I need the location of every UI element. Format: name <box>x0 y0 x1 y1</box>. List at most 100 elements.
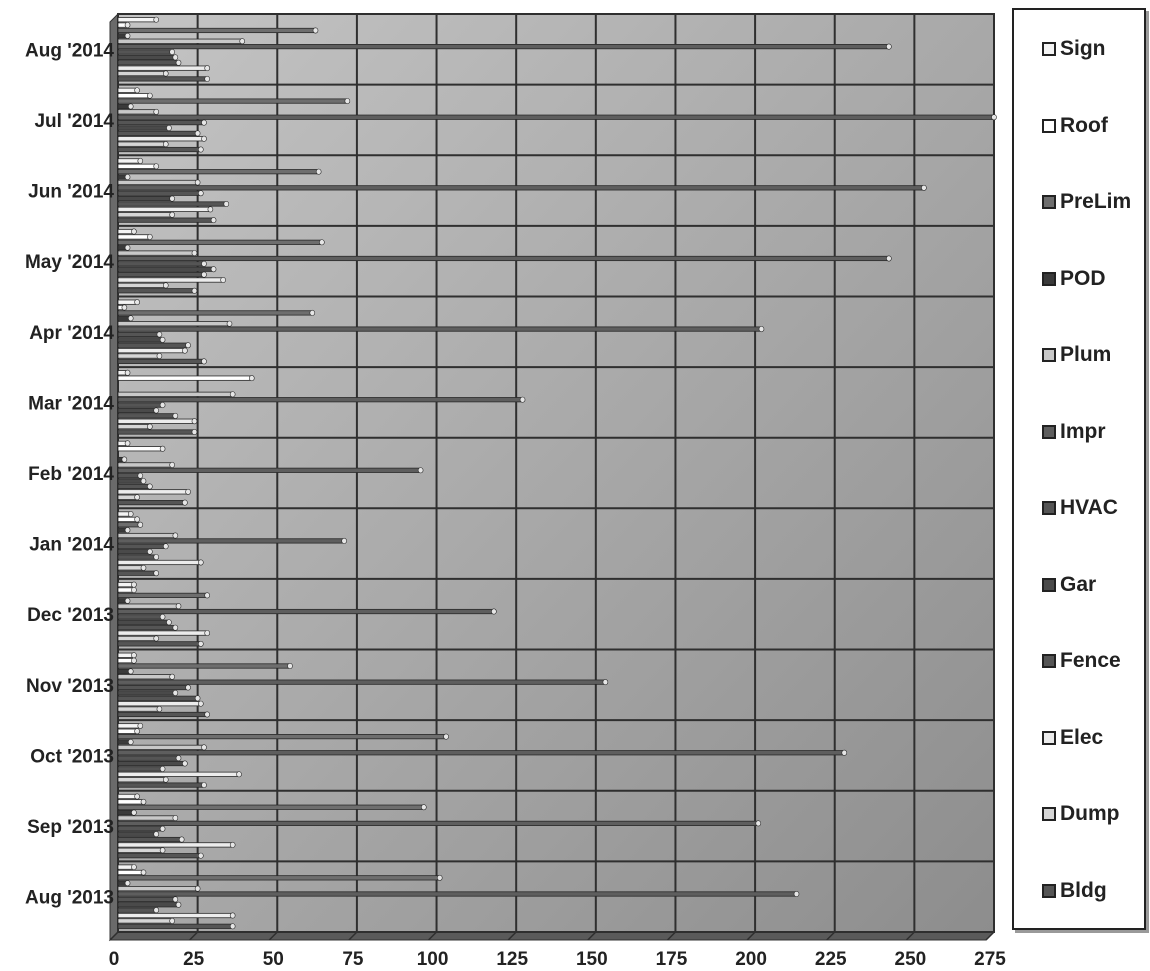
bar-cap <box>204 65 210 72</box>
bar <box>117 852 204 859</box>
legend-label: HVAC <box>1060 496 1118 519</box>
bar <box>117 195 175 202</box>
legend-item: Bldg <box>1042 876 1107 906</box>
bar-cap <box>194 885 201 892</box>
bar <box>117 776 169 783</box>
bar-body <box>117 429 195 435</box>
bar-cap <box>886 255 892 262</box>
y-tick-label: Nov '2013 <box>26 676 114 697</box>
bar <box>117 564 147 571</box>
bar <box>117 353 163 359</box>
bar-body <box>117 212 173 218</box>
bar-body <box>117 288 195 294</box>
bar-cap <box>198 190 204 197</box>
x-tick-label: 200 <box>735 949 767 970</box>
bar-cap <box>921 184 927 191</box>
bar <box>117 233 153 240</box>
bar-body <box>117 554 157 560</box>
bar-body <box>117 836 183 843</box>
bar <box>117 467 424 474</box>
bar <box>117 765 166 772</box>
x-tick-label: 75 <box>342 949 364 970</box>
bar-body <box>117 663 291 669</box>
bar-body <box>117 635 157 642</box>
bar-cap <box>124 597 131 604</box>
x-gridline-floor <box>826 931 836 941</box>
bar-body <box>117 446 163 452</box>
bar-cap <box>131 587 137 593</box>
bar <box>117 358 207 365</box>
bar <box>117 668 134 675</box>
bar <box>117 239 325 246</box>
bar-cap <box>159 765 166 772</box>
bar-cap <box>191 418 198 425</box>
x-gridline-floor <box>189 931 199 941</box>
x-tick-label: 175 <box>656 949 688 970</box>
bar-body <box>117 750 845 756</box>
bar-body <box>117 891 797 897</box>
bar-cap <box>198 700 204 707</box>
bar-cap <box>201 271 207 278</box>
bar <box>117 749 848 756</box>
bar-body <box>117 679 606 685</box>
bar-cap <box>156 331 163 338</box>
bar-body <box>117 54 176 60</box>
bar-body <box>117 65 208 71</box>
bar-body <box>117 217 214 223</box>
legend-item: Elec <box>1042 723 1103 753</box>
bar <box>117 755 182 762</box>
bar-body <box>117 630 208 636</box>
bar-body <box>117 98 348 104</box>
bar-body <box>117 337 163 343</box>
bar-cap <box>140 869 147 876</box>
bar-cap <box>162 776 169 783</box>
bar-cap <box>131 864 137 871</box>
bar-body <box>117 793 138 800</box>
bar-cap <box>204 75 210 82</box>
bar-cap <box>121 456 128 463</box>
bar-cap <box>134 516 140 523</box>
bar-body <box>117 565 144 571</box>
bar-body <box>117 831 157 837</box>
bar-cap <box>131 657 137 664</box>
bar-body <box>117 500 186 506</box>
bar-cap <box>204 592 210 599</box>
bar-body <box>117 239 323 245</box>
bar-cap <box>153 554 160 561</box>
bar <box>117 635 160 642</box>
bar-cap <box>134 494 140 501</box>
bar-cap <box>491 608 497 615</box>
bar-cap <box>162 282 169 289</box>
bar-cap <box>162 141 169 148</box>
y-tick-label: Jan '2014 <box>29 535 114 556</box>
bar <box>117 277 226 283</box>
legend-swatch <box>1042 195 1056 209</box>
bar <box>117 461 175 468</box>
bar-body <box>117 44 890 50</box>
bar <box>117 537 347 544</box>
bar-body <box>117 896 176 902</box>
bar-cap <box>309 309 316 316</box>
bar-body <box>117 886 199 892</box>
bar-cap <box>147 483 153 490</box>
legend-label: Impr <box>1060 419 1106 443</box>
x-gridline-floor <box>268 931 278 941</box>
x-gridline-floor <box>348 931 358 941</box>
bar <box>117 624 179 631</box>
bar-cap <box>191 429 198 435</box>
bar <box>117 917 175 924</box>
bar <box>117 92 153 99</box>
bar-cap <box>319 239 325 246</box>
bar-body <box>117 321 230 327</box>
legend-item: POD <box>1042 264 1106 294</box>
x-gridline-floor <box>109 931 119 941</box>
bar-chart: Aug '2013 Sep '2013 Oct '2013 Nov '2013 Dec … <box>25 12 1006 970</box>
bar <box>117 32 131 39</box>
bar-cap <box>127 103 134 110</box>
x-tick-label: 150 <box>576 949 608 970</box>
legend-label: Elec <box>1060 725 1104 749</box>
bar-body <box>117 402 163 408</box>
bar-body <box>117 869 144 876</box>
bar-body <box>117 842 234 848</box>
bar-cap <box>159 825 166 832</box>
